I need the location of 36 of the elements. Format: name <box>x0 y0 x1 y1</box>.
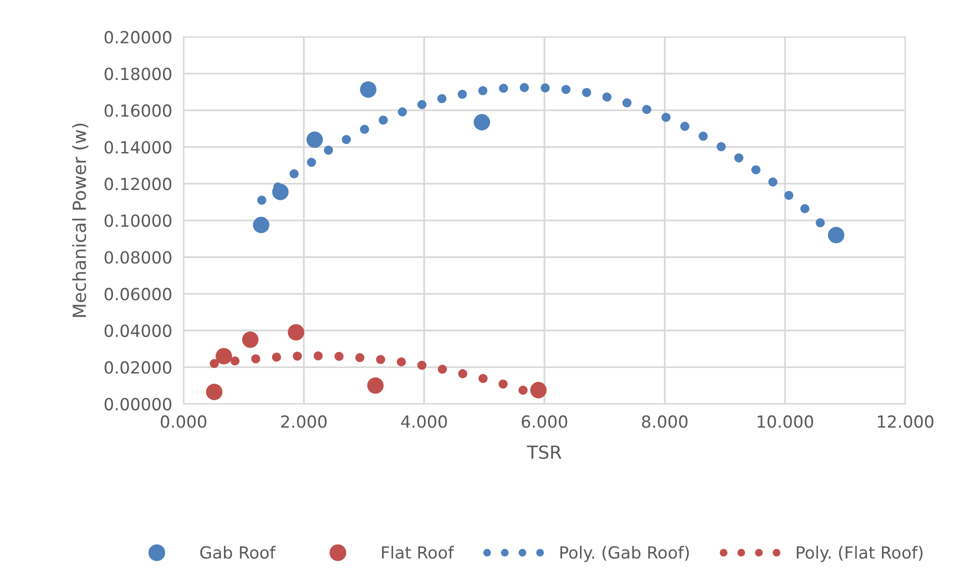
y-tick-label: 0.02000 <box>104 361 172 374</box>
y-tick-label: 0.16000 <box>104 104 172 117</box>
x-tick-label: 10.000 <box>758 415 814 428</box>
y-tick-label: 0.18000 <box>104 68 172 80</box>
y-tick-label: 0.08000 <box>104 251 172 264</box>
legend-label: Poly. (Gab Roof) <box>560 546 689 562</box>
point <box>306 131 323 148</box>
legend-label: Flat Roof <box>382 546 454 559</box>
point <box>828 226 844 244</box>
y-tick-label: 0.06000 <box>104 288 172 300</box>
point <box>216 348 232 364</box>
y-tick-label: 0.00000 <box>104 398 172 410</box>
x-tick-label: 6.000 <box>522 415 568 428</box>
y-tick-label: 0.14000 <box>104 140 172 154</box>
x-tick-label: 8.000 <box>642 415 688 428</box>
y-tick-label: 0.10000 <box>104 214 172 227</box>
point <box>206 384 222 400</box>
x-tick-label: 2.000 <box>281 415 327 428</box>
x-tick-label: 0.000 <box>160 415 206 428</box>
x-axis-title: TSR <box>526 445 562 460</box>
point <box>288 324 304 341</box>
x-tick-label: 12.000 <box>878 415 934 428</box>
x-tick-label: 4.000 <box>401 415 447 428</box>
y-tick-label: 0.12000 <box>104 178 172 190</box>
point <box>360 81 376 98</box>
point <box>252 216 270 234</box>
point <box>272 184 289 200</box>
legend-label: Poly. (Flat Roof) <box>796 546 923 562</box>
point <box>242 331 259 348</box>
point <box>367 377 384 394</box>
legend-label: Gab Roof <box>200 546 276 559</box>
y-tick-label: 0.04000 <box>104 324 172 338</box>
y-tick-label: 0.20000 <box>104 30 172 44</box>
point <box>474 114 490 130</box>
point <box>530 382 547 398</box>
y-axis-title: Mechanical Power (w) <box>72 124 88 317</box>
